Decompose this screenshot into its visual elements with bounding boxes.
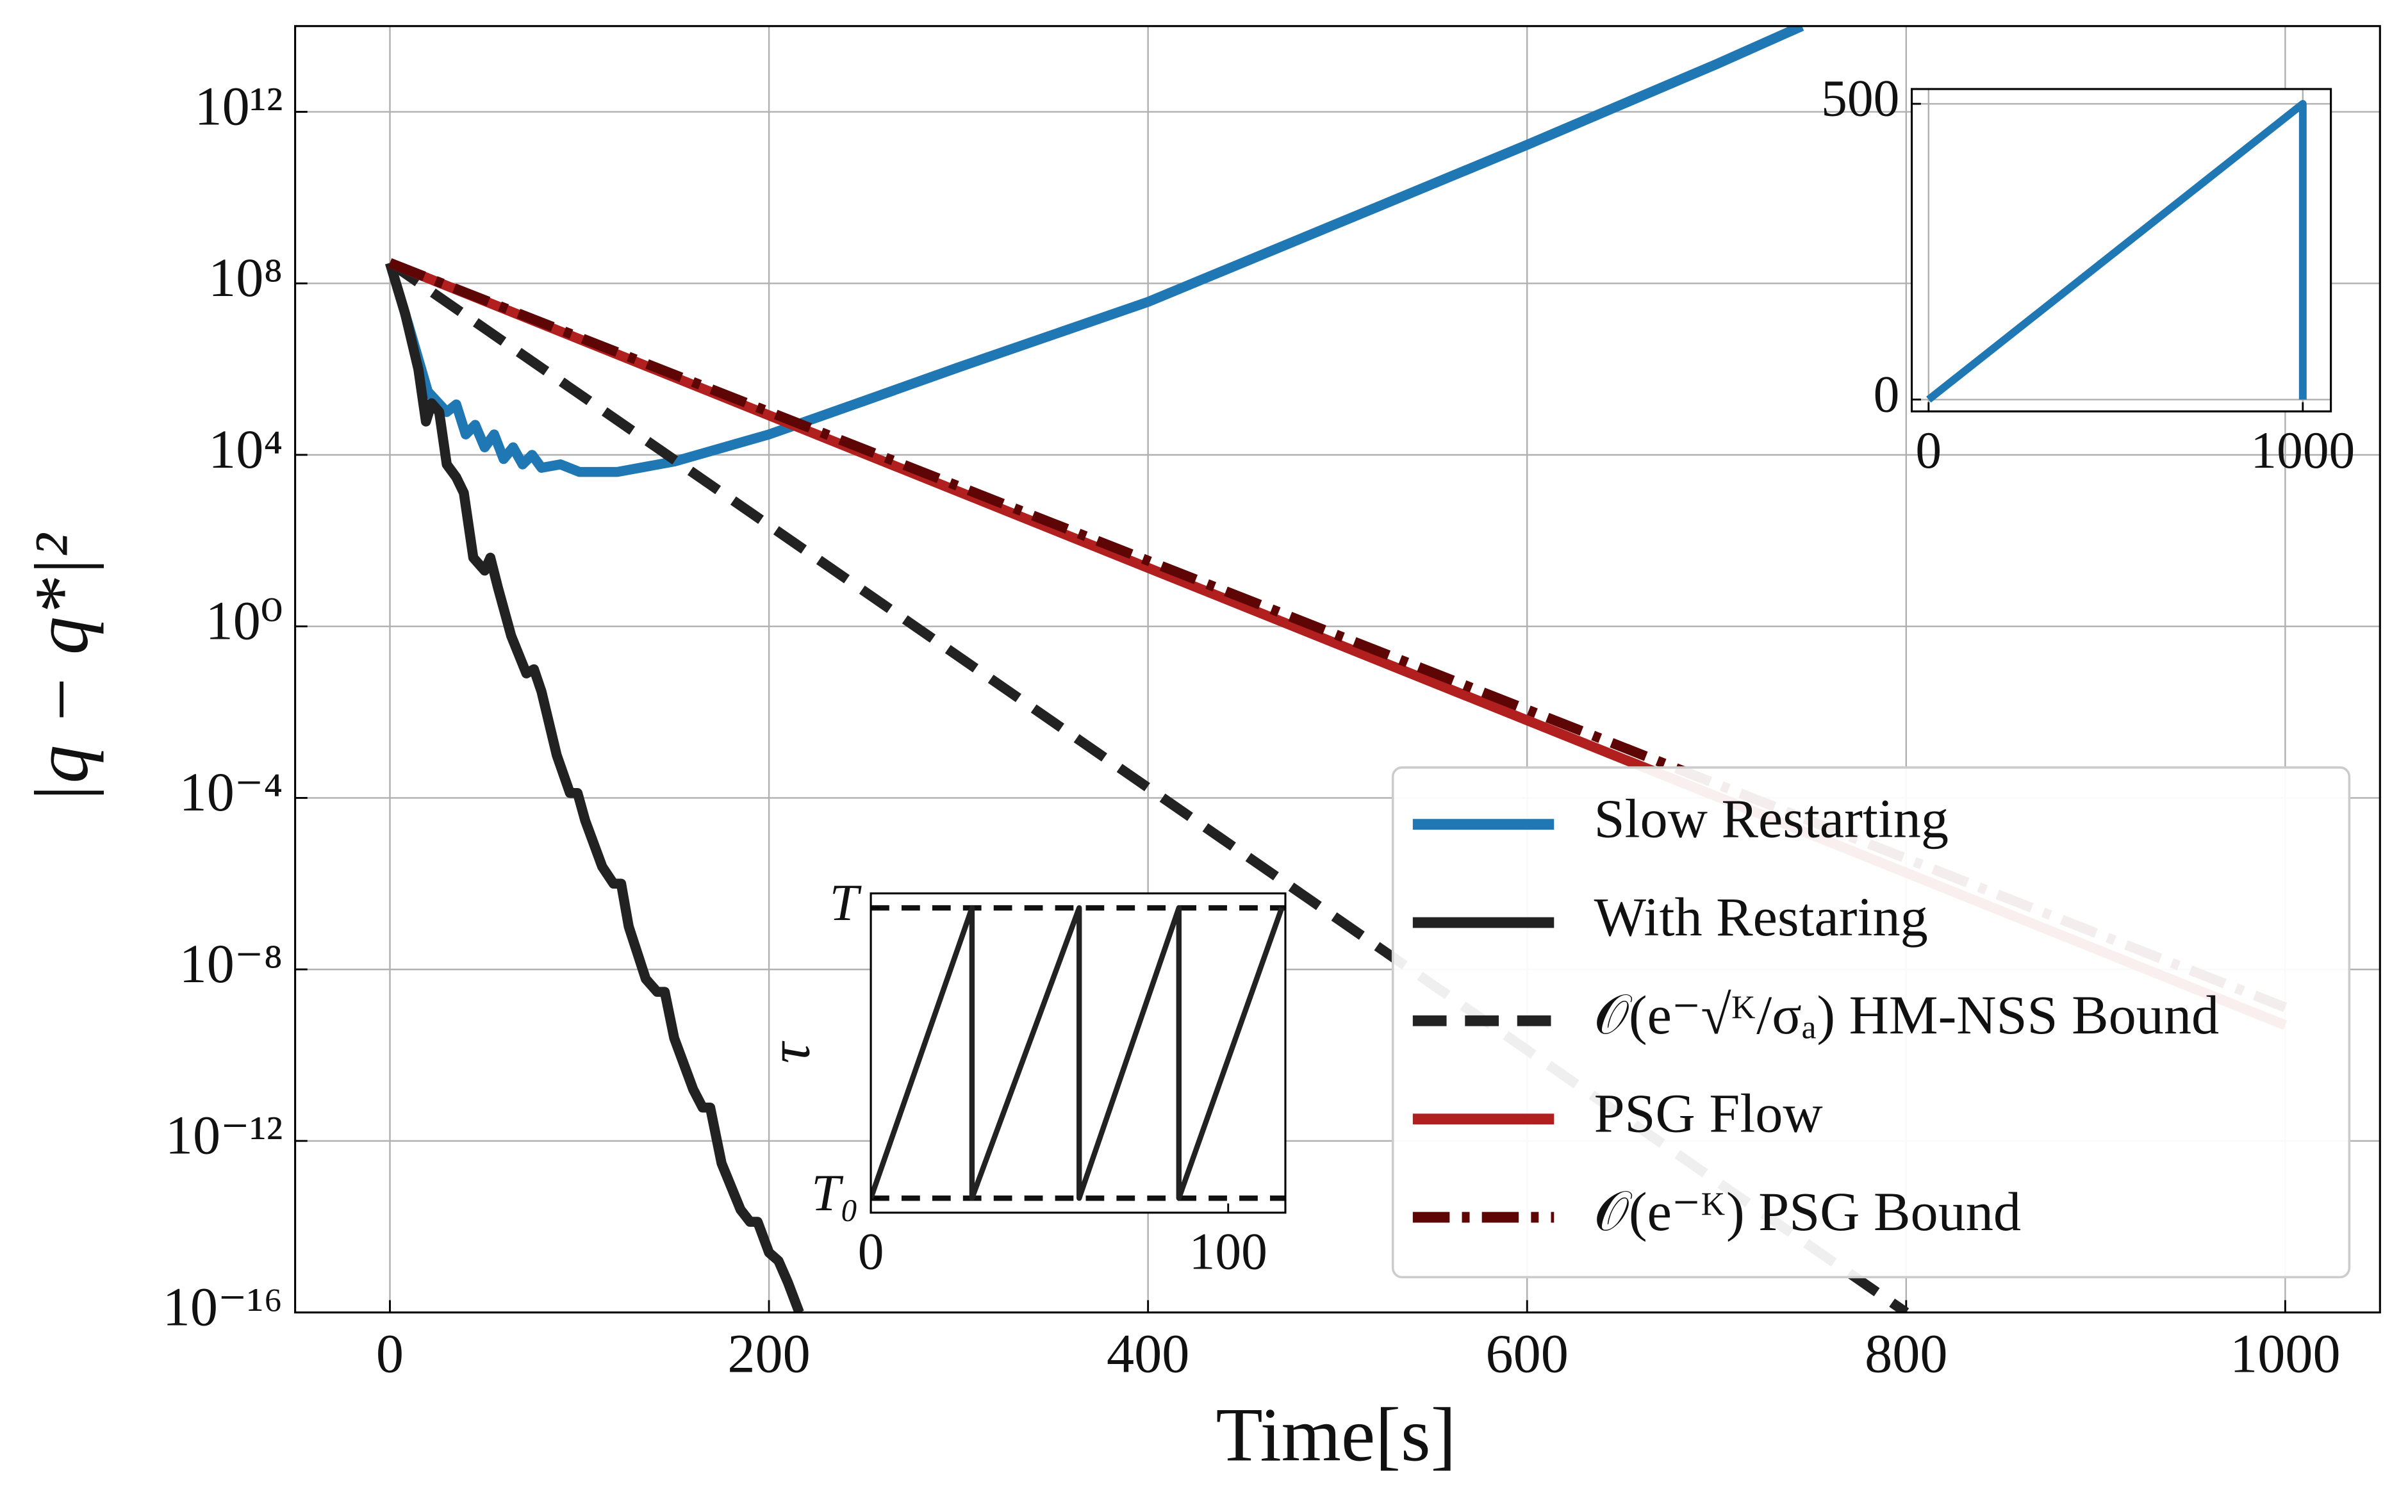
series-line [385, 261, 804, 1313]
axes-frame [1910, 88, 2332, 413]
y-axis-label: |q − q*|² [19, 532, 104, 804]
y-tick-label: 10⁻⁸ [179, 933, 283, 994]
legend-label: PSG Flow [1594, 1082, 1823, 1144]
legend-label: Slow Restarting [1594, 787, 1949, 849]
y-tick-label: 10⁻⁴ [179, 761, 283, 823]
y-tick-label: 500 [1821, 69, 1899, 127]
x-tick-label: 400 [1107, 1323, 1189, 1385]
chart-panel: 0 1000 0 500 [1821, 69, 2355, 479]
axes-frame [870, 892, 1287, 1214]
y-tick-label: T₀ [811, 1163, 859, 1222]
x-axis-label: Time[s] [1216, 1392, 1456, 1477]
y-tick-label: 10⁴ [208, 418, 283, 480]
x-tick-label: 0 [376, 1323, 404, 1385]
series-group [871, 905, 1285, 1201]
series-group [1926, 100, 2307, 403]
legend-label: 𝒪(e⁻ᴷ) PSG Bound [1594, 1181, 2021, 1242]
legend-box [1391, 766, 2351, 1279]
x-tick-label: 800 [1865, 1323, 1947, 1385]
x-tick-label: 0 [858, 1222, 884, 1281]
y-tick-label: T [830, 873, 862, 932]
series-line [388, 258, 2288, 1012]
y-tick-label: 10⁻¹² [165, 1105, 283, 1166]
legend-label: With Restaring [1594, 886, 1928, 948]
series-line [871, 905, 1285, 1201]
x-tick-label: 600 [1486, 1323, 1569, 1385]
legend-label: 𝒪(e⁻√ᴷ/σₐ) HM-NSS Bound [1594, 984, 2220, 1046]
y-tick-label: 10⁸ [208, 247, 283, 308]
chart-panel: 0 100 T₀ Tτ [757, 873, 1287, 1281]
x-tick-label: 1000 [2230, 1323, 2341, 1385]
y-tick-label: 0 [1874, 365, 1900, 423]
x-tick-label: 200 [727, 1323, 810, 1385]
legend: Slow Restarting With Restaring 𝒪(e⁻√ᴷ/σₐ) … [1391, 766, 2351, 1279]
series-line [385, 26, 1804, 477]
y-tick-label: 10⁻¹⁶ [163, 1276, 283, 1337]
y-tick-label: 10⁰ [206, 589, 283, 651]
x-tick-label: 0 [1915, 421, 1942, 479]
x-tick-label: 1000 [2250, 421, 2355, 479]
series-line [1926, 100, 2307, 403]
x-tick-label: 100 [1189, 1222, 1267, 1281]
axes-frame [294, 25, 2381, 1314]
y-tick-label: 10¹² [194, 75, 283, 136]
y-axis-label: τ [757, 1040, 822, 1064]
